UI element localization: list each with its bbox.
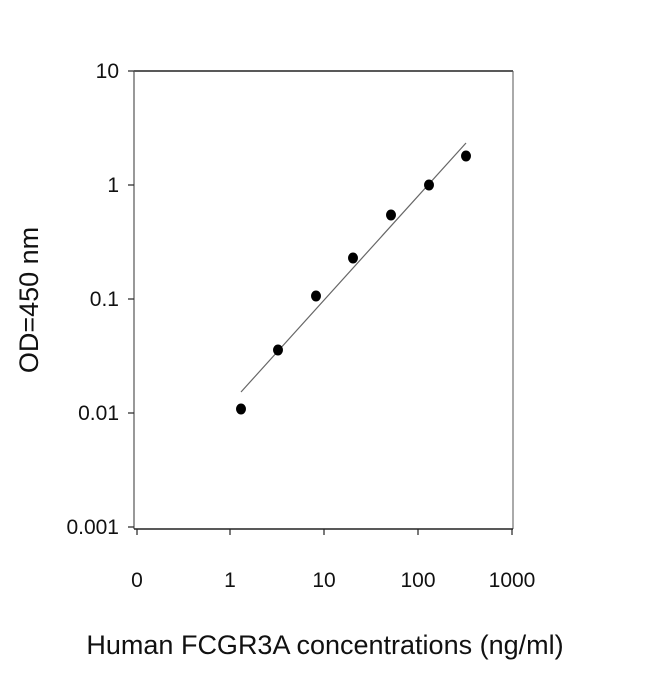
x-tick-labels: 0 1 10 100 1000	[131, 569, 535, 592]
data-point	[424, 179, 434, 191]
y-axis	[128, 70, 134, 528]
data-point	[273, 344, 283, 356]
x-axis	[136, 529, 513, 535]
x-tick-label: 1000	[489, 569, 536, 592]
data-point	[236, 403, 246, 415]
y-tick-label: 0.01	[78, 402, 119, 425]
x-axis-title: Human FCGR3A concentrations (ng/ml)	[86, 630, 563, 660]
data-point	[461, 150, 471, 162]
fit-line	[240, 142, 467, 393]
data-point	[386, 209, 396, 221]
y-tick-label: 0.1	[90, 288, 119, 311]
x-tick-label: 10	[312, 569, 335, 592]
y-tick-labels: 10 1 0.1 0.01 0.001	[66, 60, 119, 539]
y-tick-label: 1	[107, 174, 119, 197]
y-axis-title: OD=450 nm	[14, 227, 44, 373]
y-tick-label: 0.001	[66, 516, 119, 539]
x-tick-label: 100	[400, 569, 435, 592]
x-tick-label: 0	[131, 569, 143, 592]
data-points	[236, 150, 471, 415]
data-point	[348, 252, 358, 264]
x-tick-label: 1	[224, 569, 236, 592]
data-point	[311, 290, 321, 302]
y-tick-label: 10	[96, 60, 119, 83]
